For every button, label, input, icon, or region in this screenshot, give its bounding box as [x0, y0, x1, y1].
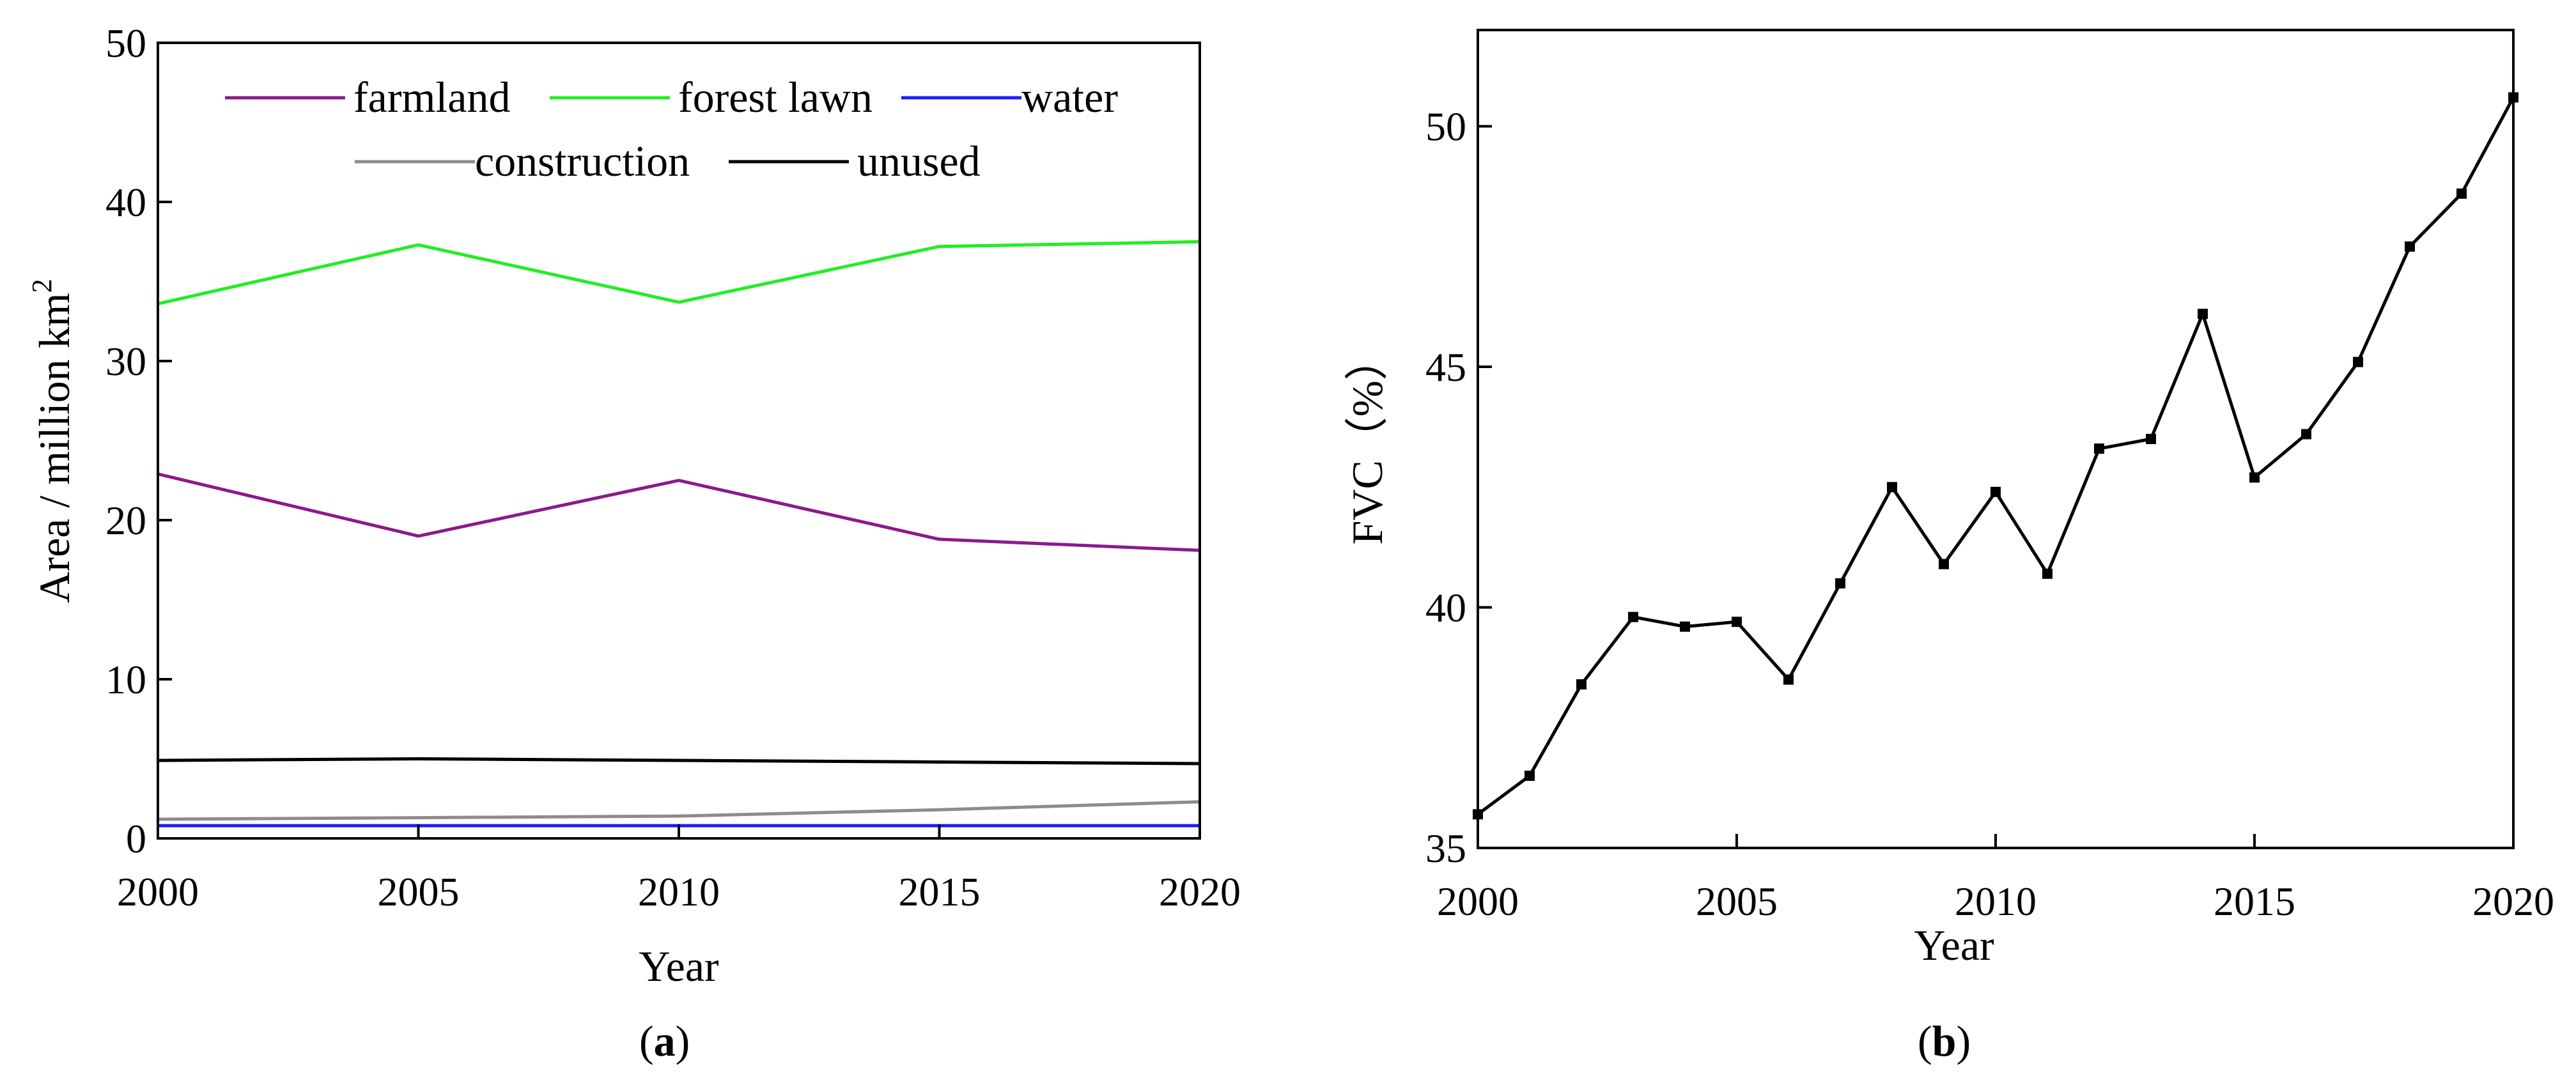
- panel-a-series-lines: [157, 240, 1200, 828]
- panel-b-x-tick-label-2000: 2000: [1437, 879, 1519, 924]
- panel-a-y-tick-label-0: 0: [126, 816, 146, 861]
- panel-b-y-tick-label-40: 40: [1425, 585, 1466, 631]
- panel-b-x-tick-label-2015: 2015: [2214, 879, 2295, 924]
- panel-a-x-axis-label: Year: [639, 942, 719, 990]
- panel-b-y-axis-label: FVC（%）: [1343, 337, 1392, 545]
- panel-b-point-2018: [2405, 241, 2415, 252]
- panel-a-y-axis-label: Area / million km2: [26, 279, 79, 603]
- panel-a-y-tick-label-20: 20: [105, 498, 146, 543]
- panel-a-y-tick-label-40: 40: [105, 180, 146, 225]
- panel-a-series-line-farmland: [157, 472, 1200, 552]
- panel-a-label: (a): [639, 1017, 690, 1065]
- panel-b-point-2016: [2301, 429, 2311, 440]
- panel-b-point-2004: [1680, 621, 1690, 632]
- panel-b-point-2009: [1939, 558, 1949, 569]
- panel-b-y-tick-label-45: 45: [1425, 344, 1466, 390]
- legend-label-forest-lawn: forest lawn: [678, 73, 873, 121]
- panel-b-point-2010: [1990, 486, 2001, 497]
- panel-b-series-lines: [1473, 92, 2518, 820]
- legend-label-unused: unused: [857, 137, 981, 185]
- panel-b-point-2001: [1525, 771, 1535, 782]
- panel-a-x-tick-label-2000: 2000: [117, 869, 199, 914]
- panel-a-y-axis-label-superscript: 2: [26, 279, 58, 293]
- panel-b-y-tick-label-50: 50: [1425, 104, 1466, 150]
- panel-b-x-axis-label: Year: [1914, 921, 1994, 969]
- panel-b-point-2007: [1835, 578, 1845, 589]
- panel-b-series-line-fvc: [1477, 96, 2515, 816]
- panel-b-plot-frame: [1477, 29, 2515, 849]
- panel-a-x-tick-label-2020: 2020: [1159, 869, 1241, 914]
- panel-b-y-tick-label-35: 35: [1425, 826, 1466, 871]
- panel-a-land-use-area-chart: 2000 2005 2010 2015 2020 0 10 20 30 40 50 farmland…: [26, 20, 1241, 1065]
- panel-a-y-tick-label-10: 10: [105, 657, 146, 702]
- panel-b-point-2008: [1887, 482, 1897, 493]
- panel-b-point-2003: [1628, 612, 1638, 622]
- panel-b-x-tick-label-2010: 2010: [1955, 879, 2037, 924]
- panel-a-y-tick-label-50: 50: [105, 20, 146, 66]
- panel-b-x-tick-label-2020: 2020: [2472, 879, 2554, 924]
- panel-b-point-2017: [2353, 357, 2363, 367]
- panel-b-point-2014: [2198, 309, 2208, 320]
- panel-b-point-2013: [2146, 434, 2156, 444]
- panel-b-point-2005: [1732, 617, 1742, 628]
- legend-label-construction: construction: [475, 137, 690, 185]
- panel-a-x-tick-label-2015: 2015: [899, 869, 981, 914]
- panel-b-label: (b): [1918, 1017, 1971, 1065]
- panel-a-series-line-construction: [157, 800, 1200, 821]
- panel-a-x-tick-label-2005: 2005: [378, 869, 460, 914]
- panel-b-point-2012: [2094, 443, 2104, 454]
- panel-a-y-tick-label-30: 30: [105, 339, 146, 384]
- legend-label-water: water: [1021, 73, 1118, 121]
- panel-b-point-2019: [2456, 189, 2467, 199]
- panel-a-x-tick-label-2010: 2010: [638, 869, 720, 914]
- panel-b-point-2002: [1576, 679, 1587, 689]
- panel-b-point-2015: [2249, 472, 2260, 483]
- legend-label-farmland: farmland: [353, 73, 510, 121]
- panel-a-legend: farmland forest lawn water construction …: [225, 73, 1118, 185]
- panel-b-ticks: 2000 2005 2010 2015 2020 35 40 45 50: [1425, 104, 2554, 924]
- panel-a-ticks: 2000 2005 2010 2015 2020 0 10 20 30 40 50: [105, 20, 1241, 914]
- panel-a-series-line-forest-lawn: [157, 240, 1200, 305]
- panel-b-point-2006: [1783, 674, 1794, 685]
- panel-b-point-2011: [2042, 568, 2052, 579]
- panel-b-x-tick-label-2005: 2005: [1696, 879, 1778, 924]
- panel-b-fvc-chart: 2000 2005 2010 2015 2020 35 40 45 50 Year FVC（%）…: [1343, 29, 2554, 1065]
- panel-a-series-line-unused: [157, 757, 1200, 766]
- panel-a-y-axis-label-text: Area / million km: [30, 293, 79, 603]
